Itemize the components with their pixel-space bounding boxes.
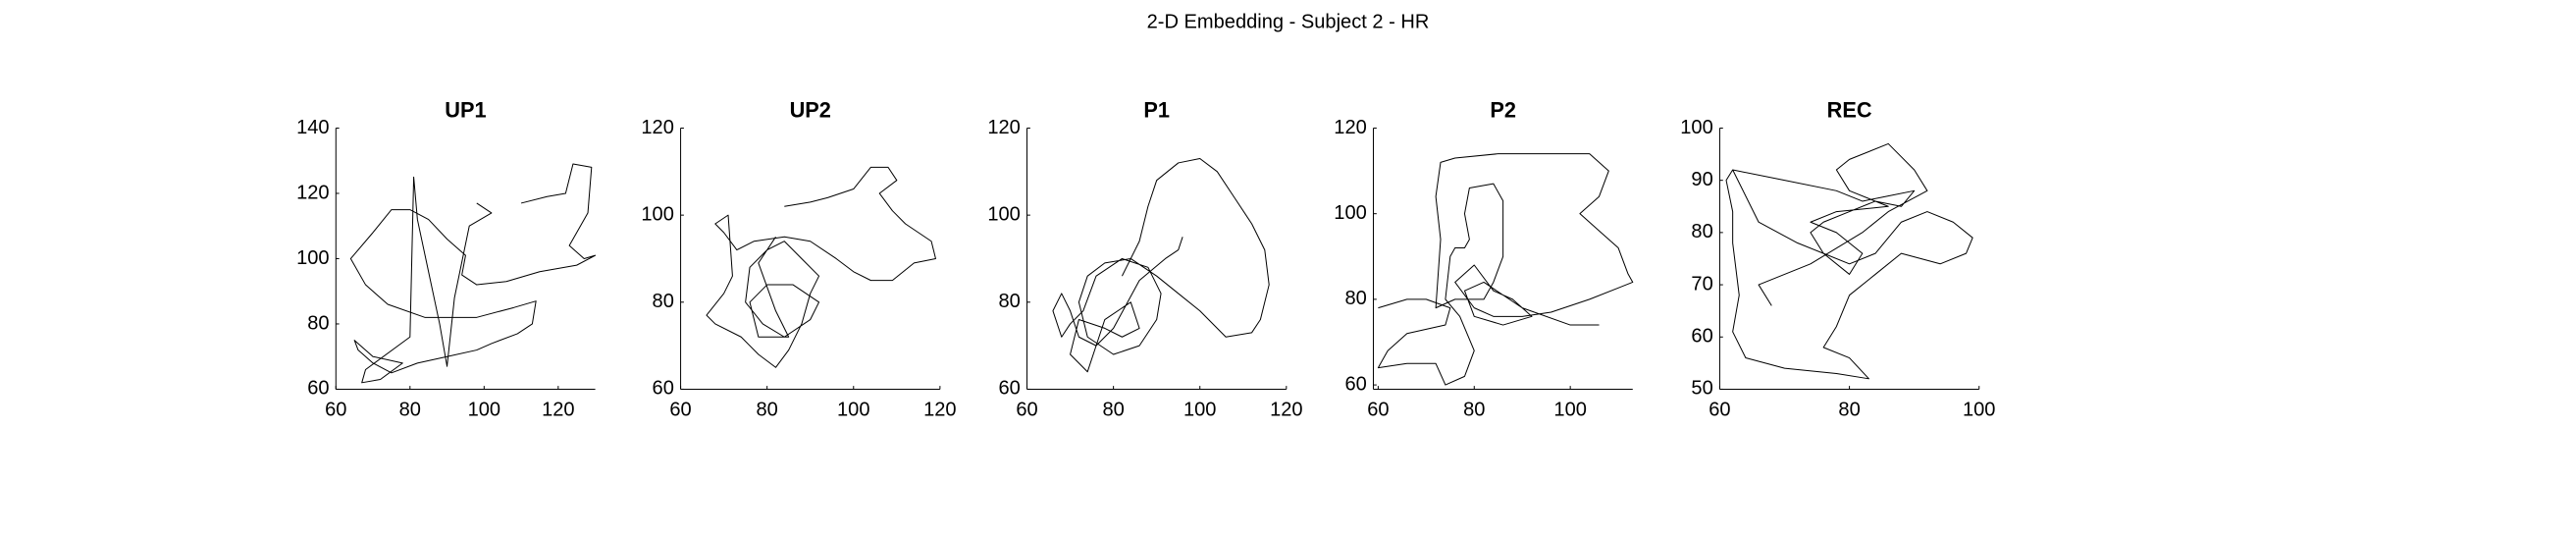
figure-title: 2-D Embedding - Subject 2 - HR xyxy=(1147,12,1430,33)
y-tick-label: 60 xyxy=(999,378,1021,400)
y-tick-label: 80 xyxy=(1691,221,1712,242)
trajectory xyxy=(1052,158,1270,373)
subplot-title: UP2 xyxy=(790,97,831,122)
subplot-title: REC xyxy=(1827,97,1872,122)
x-tick-label: 100 xyxy=(1963,399,1995,420)
y-tick-label: 60 xyxy=(1691,326,1712,348)
subplot-title: P2 xyxy=(1490,97,1516,122)
y-tick-label: 100 xyxy=(296,247,329,269)
y-tick-label: 120 xyxy=(296,182,329,203)
x-tick-label: 100 xyxy=(468,399,500,420)
y-tick-label: 100 xyxy=(1680,117,1712,138)
y-tick-label: 90 xyxy=(1691,169,1712,190)
y-tick-label: 80 xyxy=(1344,288,1366,309)
subplot-title: P1 xyxy=(1143,97,1170,122)
trajectory xyxy=(1725,142,1973,380)
y-tick-label: 100 xyxy=(641,203,673,225)
x-tick-label: 80 xyxy=(1102,399,1124,420)
y-tick-label: 80 xyxy=(999,291,1021,312)
trajectory xyxy=(706,166,936,368)
y-tick-label: 60 xyxy=(653,378,674,400)
x-tick-label: 120 xyxy=(1270,399,1302,420)
y-tick-label: 140 xyxy=(296,117,329,138)
y-tick-label: 80 xyxy=(307,312,329,334)
x-tick-label: 60 xyxy=(1016,399,1037,420)
y-tick-label: 50 xyxy=(1691,378,1712,400)
x-tick-label: 120 xyxy=(542,399,574,420)
trajectory xyxy=(1377,153,1634,386)
x-tick-label: 120 xyxy=(923,399,956,420)
x-tick-label: 100 xyxy=(1183,399,1216,420)
y-tick-label: 100 xyxy=(1334,202,1366,224)
x-tick-label: 60 xyxy=(1367,399,1389,420)
y-tick-label: 60 xyxy=(307,378,329,400)
x-tick-label: 80 xyxy=(757,399,778,420)
y-tick-label: 80 xyxy=(653,291,674,312)
y-tick-label: 120 xyxy=(1334,117,1366,138)
x-tick-label: 60 xyxy=(669,399,691,420)
y-tick-label: 60 xyxy=(1344,373,1366,395)
x-tick-label: 60 xyxy=(325,399,346,420)
x-tick-label: 100 xyxy=(1553,399,1586,420)
x-tick-label: 80 xyxy=(1838,399,1860,420)
x-tick-label: 80 xyxy=(1463,399,1485,420)
y-tick-label: 120 xyxy=(641,117,673,138)
subplot-title: UP1 xyxy=(445,97,486,122)
y-tick-label: 70 xyxy=(1691,273,1712,295)
trajectory xyxy=(349,163,597,384)
y-tick-label: 120 xyxy=(987,117,1020,138)
y-tick-label: 100 xyxy=(987,203,1020,225)
x-tick-label: 100 xyxy=(837,399,869,420)
x-tick-label: 80 xyxy=(399,399,421,420)
x-tick-label: 60 xyxy=(1709,399,1730,420)
